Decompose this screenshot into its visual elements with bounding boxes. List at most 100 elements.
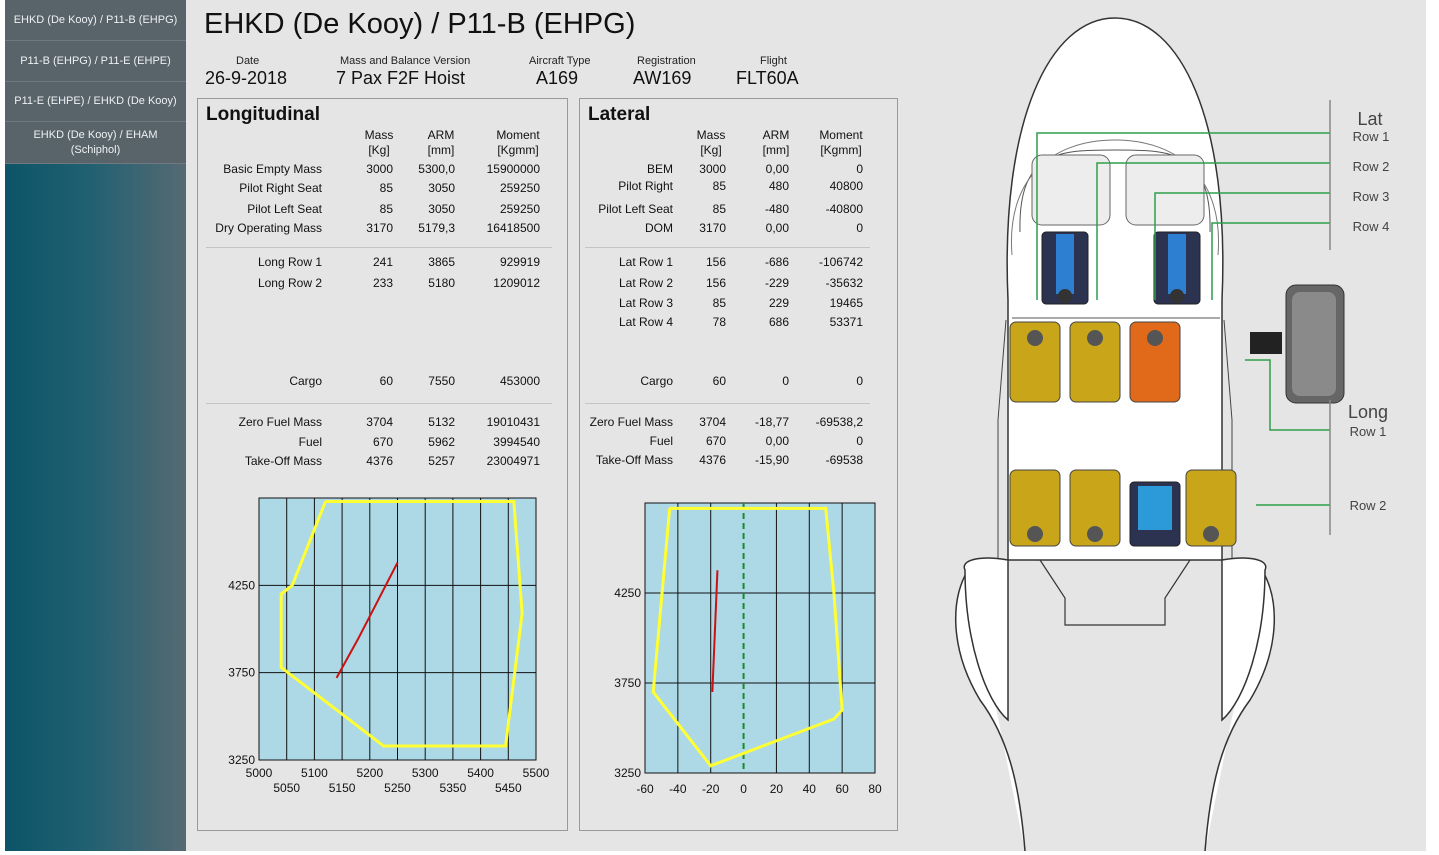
page-title: EHKD (De Kooy) / P11-B (EHPG) <box>204 8 636 40</box>
lateral-row-mass: 85 <box>712 296 726 310</box>
lateral-row-arm: -480 <box>764 202 789 216</box>
x-tick-label: 5250 <box>384 781 411 795</box>
x-tick-label: -20 <box>702 782 720 796</box>
lateral-row-label: Fuel <box>649 434 673 448</box>
longitudinal-row-label: Basic Empty Mass <box>223 162 322 176</box>
date-label: Date <box>236 55 260 67</box>
col-arm-header: ARM [mm] <box>427 128 455 157</box>
longitudinal-row-moment: 3994540 <box>493 435 540 449</box>
fuselage-outline <box>954 17 1345 851</box>
lateral-row-moment: 53371 <box>829 315 863 329</box>
longitudinal-row-mass: 4376 <box>366 454 393 468</box>
longitudinal-row-mass: 60 <box>379 374 393 388</box>
lateral-row-label: BEM <box>646 162 673 176</box>
lat-row-label: Row 4 <box>1353 219 1390 234</box>
lateral-row-label: Lat Row 2 <box>618 276 673 290</box>
x-tick-label: 5200 <box>356 766 383 780</box>
version-label: Mass and Balance Version <box>340 55 471 67</box>
sidebar-item-leg-1[interactable]: EHKD (De Kooy) / P11-B (EHPG) <box>5 0 186 41</box>
sidebar-item-leg-3[interactable]: P11-E (EHPE) / EHKD (De Kooy) <box>5 82 186 122</box>
longitudinal-row-mass: 3000 <box>366 162 393 176</box>
lateral-row-moment: 0 <box>856 221 863 235</box>
longitudinal-row-mass: 85 <box>379 202 393 216</box>
divider <box>585 403 870 404</box>
lateral-row-moment: -69538,2 <box>815 415 863 429</box>
longitudinal-row-arm: 5179,3 <box>418 221 455 235</box>
longitudinal-row-arm: 3050 <box>428 202 455 216</box>
sidebar-item-leg-4[interactable]: EHKD (De Kooy) / EHAM (Schiphol) <box>5 122 186 164</box>
passenger-row-2 <box>1009 469 1237 547</box>
longitudinal-panel: Longitudinal Mass [Kg] ARM [mm] Moment [Kgm… <box>197 98 568 831</box>
sidebar-item-leg-2[interactable]: P11-B (EHPG) / P11-E (EHPE) <box>5 41 186 82</box>
divider <box>206 403 552 404</box>
longitudinal-row-label: Take-Off Mass <box>244 454 322 468</box>
longitudinal-row-mass: 241 <box>372 255 393 269</box>
longitudinal-row-label: Long Row 1 <box>257 255 322 269</box>
lat-row-label: Row 2 <box>1353 159 1390 174</box>
longitudinal-row-label: Fuel <box>298 435 322 449</box>
row-indicator-lines <box>1036 100 1331 535</box>
cg-trace <box>335 562 399 679</box>
y-tick-label: 3250 <box>228 753 255 767</box>
long-row-label: Row 2 <box>1350 498 1387 513</box>
longitudinal-row-moment: 929919 <box>499 255 540 269</box>
col-mass-header: Mass [Kg] <box>364 128 394 157</box>
long-row-label: Row 1 <box>1350 424 1387 439</box>
x-tick-label: 5150 <box>329 781 356 795</box>
lateral-row-arm: 686 <box>768 315 789 329</box>
long-title: Long <box>1348 402 1388 422</box>
lateral-row-moment: 0 <box>856 374 863 388</box>
lateral-row-moment: -40800 <box>825 202 863 216</box>
divider <box>206 247 552 248</box>
lat-row-line <box>1154 192 1330 300</box>
longitudinal-row-arm: 5132 <box>428 415 455 429</box>
x-tick-label: 5000 <box>246 766 273 780</box>
lateral-row-label: DOM <box>645 221 673 235</box>
lateral-row-mass: 156 <box>705 255 726 269</box>
x-tick-label: -60 <box>636 782 654 796</box>
version-value: 7 Pax F2F Hoist <box>336 68 466 88</box>
lateral-row-mass: 60 <box>712 374 726 388</box>
x-tick-label: 5400 <box>467 766 494 780</box>
y-tick-label: 3250 <box>614 766 641 780</box>
longitudinal-row-moment: 23004971 <box>486 454 540 468</box>
aircraft-type-label: Aircraft Type <box>529 55 591 67</box>
x-tick-label: 5350 <box>440 781 467 795</box>
lateral-row-mass: 156 <box>705 276 726 290</box>
flight-label: Flight <box>760 55 787 67</box>
longitudinal-row-label: Zero Fuel Mass <box>238 415 322 429</box>
x-tick-label: 20 <box>770 782 784 796</box>
lateral-row-mass: 670 <box>705 434 726 448</box>
lateral-row-arm: -18,77 <box>754 415 789 429</box>
longitudinal-row-label: Dry Operating Mass <box>215 221 322 235</box>
lateral-row-moment: -69538 <box>825 453 863 467</box>
lat-row-line <box>1036 132 1330 300</box>
lateral-row-arm: 0,00 <box>765 434 789 448</box>
lateral-row-mass: 85 <box>712 202 726 216</box>
lateral-row-moment: -106742 <box>818 255 863 269</box>
lat-row-label: Row 3 <box>1353 189 1390 204</box>
col-arm-header: ARM [mm] <box>762 128 790 157</box>
lateral-row-mass: 85 <box>712 179 726 193</box>
longitudinal-row-arm: 5180 <box>428 276 455 290</box>
long-row-line <box>1245 359 1330 431</box>
plot-area <box>644 502 876 774</box>
flight-value: FLT60A <box>736 68 799 88</box>
lateral-row-moment: 0 <box>856 162 863 176</box>
lateral-row-label: Lat Row 3 <box>618 296 673 310</box>
longitudinal-row-arm: 3865 <box>428 255 455 269</box>
lateral-row-arm: -15,90 <box>754 453 789 467</box>
aircraft-type-value: A169 <box>536 68 579 88</box>
y-tick-label: 4250 <box>614 586 641 600</box>
longitudinal-row-label: Pilot Left Seat <box>247 202 322 216</box>
longitudinal-row-mass: 3704 <box>366 415 393 429</box>
longitudinal-row-arm: 5300,0 <box>418 162 455 176</box>
cg-envelope <box>651 506 844 768</box>
longitudinal-row-moment: 15900000 <box>486 162 540 176</box>
lateral-row-arm: -229 <box>764 276 789 290</box>
cg-trace <box>711 570 719 693</box>
lateral-row-label: Lat Row 4 <box>618 315 673 329</box>
